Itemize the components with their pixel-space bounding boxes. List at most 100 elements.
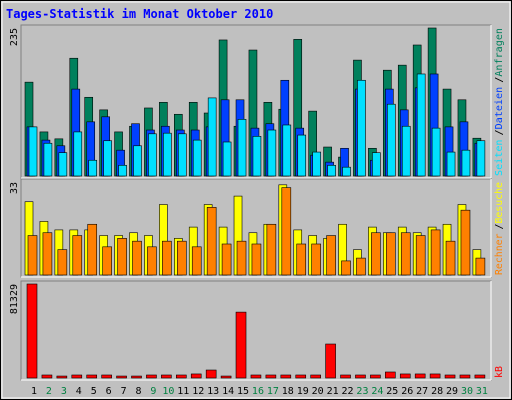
bar: [191, 246, 202, 276]
x-tick-label: 24: [371, 386, 383, 397]
bar: [43, 142, 53, 177]
bar: [356, 257, 366, 276]
bar: [416, 73, 426, 177]
bar: [161, 374, 172, 379]
bar: [341, 260, 351, 276]
x-tick-label: 31: [476, 386, 488, 397]
panel: [20, 280, 492, 381]
x-tick-label: 30: [461, 386, 473, 397]
bar: [414, 373, 426, 379]
bar: [222, 141, 232, 177]
bar: [267, 129, 277, 177]
bar: [252, 136, 262, 177]
bar: [235, 311, 247, 379]
x-tick-label: 28: [431, 386, 443, 397]
x-tick-label: 19: [297, 386, 309, 397]
x-tick-label: 22: [342, 386, 354, 397]
y-tick-label: 235: [9, 28, 20, 46]
legend-entry: Dateien: [494, 87, 505, 130]
bar: [400, 232, 411, 276]
legend: kB: [494, 366, 505, 378]
y-tick-label: 33: [9, 182, 20, 194]
x-tick-label: 5: [91, 386, 97, 397]
bar: [297, 134, 307, 177]
bar: [475, 257, 486, 276]
bar: [28, 126, 38, 177]
legend-entry: kB: [494, 366, 505, 378]
bar: [178, 133, 187, 177]
bar: [476, 140, 486, 177]
bar: [87, 223, 98, 276]
bar: [444, 374, 456, 379]
bar: [415, 235, 426, 276]
x-tick-label: 18: [282, 386, 294, 397]
bar: [281, 187, 292, 276]
bar: [117, 238, 127, 276]
bar: [371, 232, 381, 276]
legend-separator: /: [494, 224, 505, 230]
bar: [220, 375, 232, 379]
bar: [207, 97, 217, 177]
bar: [206, 207, 217, 276]
legend: Seiten/Dateien/Anfragen: [494, 28, 505, 176]
x-tick-label: 14: [222, 386, 234, 397]
x-tick-label: 11: [177, 386, 189, 397]
legend-entry: Besuche: [494, 182, 505, 224]
x-tick-label: 21: [327, 386, 339, 397]
x-tick-label: 13: [207, 386, 219, 397]
x-tick-label: 2: [46, 386, 52, 397]
x-tick-label: 6: [106, 386, 112, 397]
x-tick-label: 10: [162, 386, 174, 397]
bar: [205, 369, 217, 379]
x-tick-label: 1: [31, 386, 37, 397]
bar: [147, 246, 157, 276]
bar: [474, 374, 486, 379]
bar: [325, 343, 336, 379]
bar: [459, 374, 471, 379]
bar: [370, 374, 381, 379]
x-tick-label: 20: [312, 386, 324, 397]
bar: [131, 375, 142, 379]
bar: [72, 235, 83, 276]
legend-entry: Seiten: [494, 140, 505, 176]
x-tick-label: 3: [61, 386, 67, 397]
bar: [57, 249, 68, 276]
bar: [445, 240, 456, 276]
x-tick-label: 15: [237, 386, 249, 397]
bar: [190, 373, 202, 379]
x-tick-label: 16: [252, 386, 264, 397]
bar: [431, 127, 441, 177]
bar: [237, 119, 247, 177]
bar: [236, 240, 247, 276]
bar: [282, 124, 292, 177]
bar: [251, 243, 262, 276]
x-tick-label: 27: [416, 386, 428, 397]
bar: [73, 131, 83, 177]
bar: [296, 243, 307, 276]
bar: [42, 232, 53, 276]
bar: [177, 240, 187, 276]
bar: [116, 375, 127, 379]
bar: [162, 240, 172, 276]
x-tick-label: 4: [76, 386, 82, 397]
bar: [250, 374, 262, 379]
legend-separator: /: [494, 129, 505, 135]
bar: [401, 125, 411, 177]
bar: [26, 283, 38, 379]
y-tick-label: 81329: [9, 284, 20, 314]
bar: [176, 374, 187, 379]
bar: [58, 152, 68, 177]
bar: [372, 152, 381, 177]
bar: [355, 374, 366, 379]
x-tick-label: 29: [446, 386, 458, 397]
bar: [266, 223, 277, 276]
bar: [387, 103, 396, 177]
x-tick-label: 9: [150, 386, 156, 397]
bar: [102, 246, 112, 276]
bar: [221, 243, 232, 276]
bar: [118, 164, 127, 177]
bar: [103, 140, 112, 177]
bar: [280, 374, 292, 379]
x-tick-label: 8: [135, 386, 141, 397]
